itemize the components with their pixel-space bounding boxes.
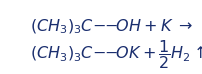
Text: $(CH_3)_3C\!-\!\!\!-\!\!OH + K\ \rightarrow$: $(CH_3)_3C\!-\!\!\!-\!\!OH + K\ \rightar… [30, 18, 194, 36]
Text: $(CH_3)_3C\!-\!\!\!-\!\!OK + \dfrac{1}{2}H_2\uparrow$: $(CH_3)_3C\!-\!\!\!-\!\!OK + \dfrac{1}{2… [30, 38, 202, 71]
